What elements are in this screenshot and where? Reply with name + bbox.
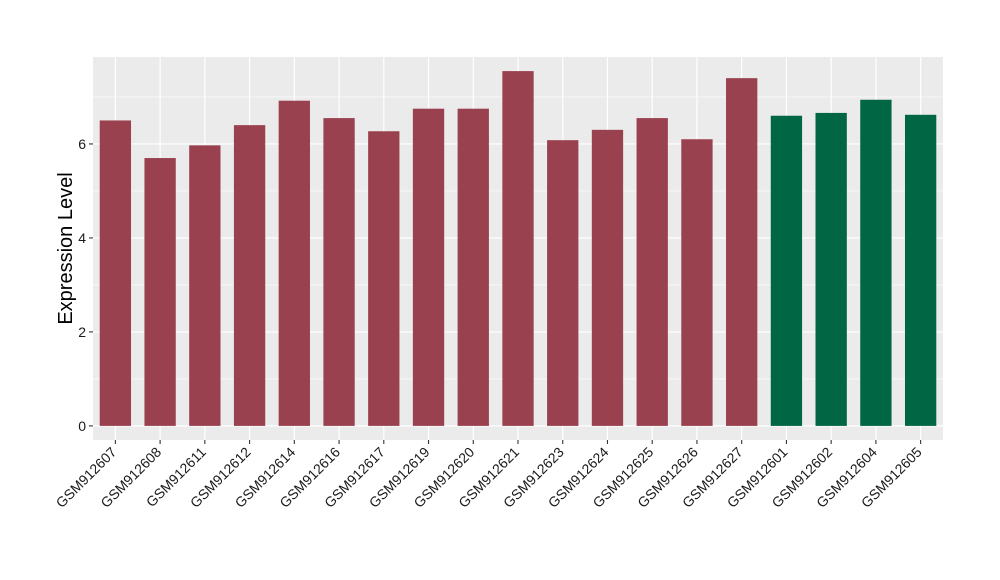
bar-GSM912601	[770, 115, 803, 426]
bar-GSM912619	[412, 108, 445, 426]
y-axis: 0 2 4 6	[78, 136, 93, 434]
bar-GSM912621	[502, 71, 534, 426]
bar-GSM912602	[815, 112, 847, 426]
bar-GSM912624	[591, 129, 624, 426]
bar-GSM912604	[860, 99, 892, 426]
bar-GSM912607	[99, 120, 132, 426]
bar-GSM912623	[547, 140, 579, 426]
y-tick-label: 2	[78, 324, 86, 340]
bar-GSM912612	[233, 125, 266, 426]
bar-GSM912626	[681, 139, 713, 426]
bars	[99, 71, 937, 426]
bar-GSM912627	[726, 78, 758, 426]
bar-GSM912608	[144, 158, 176, 426]
y-tick-label: 6	[78, 136, 86, 152]
y-tick-label: 0	[78, 418, 86, 434]
x-axis: GSM912607GSM912608GSM912611GSM912612GSM9…	[53, 440, 925, 511]
bar-GSM912605	[904, 114, 937, 426]
bar-GSM912617	[368, 131, 400, 426]
bar-GSM912616	[323, 118, 355, 426]
bar-GSM912620	[457, 108, 489, 426]
y-axis-title: Expression Level	[55, 172, 77, 324]
bar-GSM912614	[278, 100, 310, 426]
bar-GSM912625	[636, 118, 668, 426]
y-tick-label: 4	[78, 230, 86, 246]
bar-GSM912611	[189, 145, 221, 426]
